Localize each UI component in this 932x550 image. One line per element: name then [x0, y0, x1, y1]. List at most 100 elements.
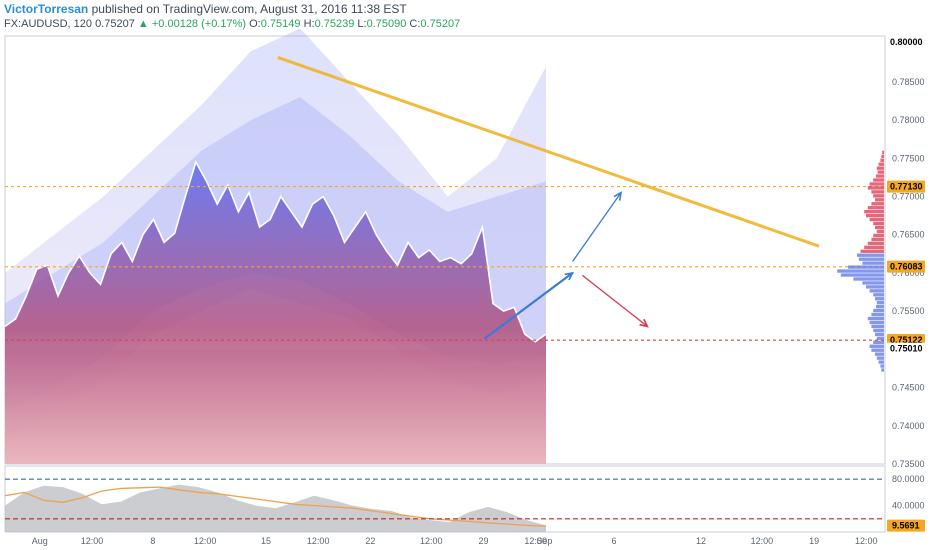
- profile-bar: [867, 206, 884, 210]
- trendline: [277, 55, 820, 248]
- time-tick: 12:00: [751, 536, 774, 546]
- osc-tick: 80.0000: [892, 474, 925, 484]
- symbol-line: FX:AUDUSD, 120 0.75207 ▲ +0.00128 (+0.17…: [4, 18, 460, 30]
- price-tick: 0.78500: [892, 77, 925, 87]
- time-tick: 12:00: [81, 536, 104, 546]
- profile-bar: [873, 340, 884, 344]
- profile-bar: [853, 277, 884, 281]
- time-tick: Sep: [536, 536, 552, 546]
- time-tick: 19: [809, 536, 819, 546]
- low-value: 0.75090: [366, 18, 407, 30]
- profile-bar: [875, 198, 884, 202]
- price-badge-label: 0.75122: [890, 335, 923, 345]
- close-value: 0.75207: [420, 18, 461, 30]
- price-line: [4, 160, 547, 343]
- price-badge: [887, 180, 925, 193]
- profile-bar: [873, 233, 884, 238]
- profile-bar: [875, 332, 884, 337]
- profile-bar: [862, 261, 884, 265]
- profile-bar: [864, 210, 884, 214]
- price-tick: 0.76000: [892, 268, 925, 278]
- publish-line: VictorTorresan published on TradingView.…: [4, 2, 407, 16]
- projection-arrow-up: [572, 192, 622, 262]
- profile-bar: [878, 162, 884, 166]
- price-tick: 0.76500: [892, 230, 925, 240]
- arrow-head: [639, 318, 649, 328]
- projection-arrow-down: [581, 274, 648, 327]
- last-price: 0.75207: [95, 18, 135, 30]
- high-label: H:: [303, 18, 315, 30]
- profile-bar: [871, 190, 884, 194]
- profile-bar: [876, 166, 884, 170]
- price-fill: [5, 162, 546, 464]
- profile-bar: [869, 217, 884, 222]
- close-label: C:: [409, 18, 421, 30]
- horizontal-levels: [5, 185, 885, 341]
- profile-bar: [867, 186, 884, 190]
- profile-bar: [880, 364, 884, 368]
- price-badge: [887, 36, 925, 48]
- open-value: 0.75149: [260, 18, 301, 30]
- price-tick: 0.77000: [892, 192, 925, 202]
- time-tick: 22: [365, 536, 375, 546]
- low-label: L:: [357, 18, 367, 30]
- profile-bar: [873, 328, 884, 333]
- profile-bar: [837, 269, 884, 273]
- profile-bar: [866, 213, 884, 218]
- profile-bar: [869, 320, 884, 325]
- profile-bar: [867, 241, 884, 246]
- profile-bar: [862, 281, 884, 285]
- profile-bar: [873, 194, 884, 198]
- annotations: [277, 55, 820, 340]
- arrow-head: [613, 191, 623, 201]
- time-tick: Aug: [32, 536, 48, 546]
- arrow-head: [564, 271, 575, 281]
- osc-signal-line: [4, 486, 547, 527]
- profile-bar: [882, 150, 884, 155]
- profile-bar: [873, 178, 884, 182]
- time-tick: 12:00: [194, 536, 217, 546]
- profile-bar: [869, 182, 884, 186]
- profile-bar: [873, 221, 884, 226]
- profile-bar: [867, 316, 884, 321]
- profile-bar: [871, 324, 884, 329]
- author-link[interactable]: VictorTorresan: [4, 2, 89, 16]
- profile-bar: [864, 245, 884, 249]
- profile-bar: [858, 257, 884, 261]
- price-change: ▲ +0.00128 (+0.17%): [137, 18, 247, 30]
- osc-tick: 40.0000: [892, 501, 925, 511]
- price-badge: [887, 342, 925, 355]
- price-tick: 0.77500: [892, 153, 925, 163]
- time-tick: 8: [150, 536, 155, 546]
- profile-bar: [875, 225, 884, 230]
- profile-bar: [848, 265, 884, 269]
- profile-bar: [840, 273, 884, 277]
- profile-bar: [871, 202, 884, 206]
- profile-bar: [873, 293, 884, 297]
- profile-bar: [875, 352, 884, 356]
- time-tick: 12:00: [307, 536, 330, 546]
- time-tick: 12: [696, 536, 706, 546]
- profile-bar: [871, 237, 884, 242]
- price-tick: 0.74500: [892, 383, 925, 393]
- price-axis[interactable]: 0.790000.785000.780000.775000.770000.765…: [887, 36, 925, 469]
- chart-header: VictorTorresan published on TradingView.…: [0, 0, 932, 34]
- open-label: O:: [249, 18, 261, 30]
- publish-info: published on TradingView.com, August 31,…: [88, 2, 407, 16]
- price-badge-label: 0.80000: [890, 37, 923, 47]
- oscillator: 80.0000 40.0000 9.5691: [4, 474, 925, 532]
- symbol-label: FX:AUDUSD, 120: [4, 18, 93, 30]
- price-tick: 0.78000: [892, 115, 925, 125]
- time-tick: 6: [611, 536, 616, 546]
- profile-bar: [873, 308, 884, 313]
- profile-bar: [881, 154, 884, 158]
- profile-bar: [869, 344, 884, 348]
- high-value: 0.75239: [314, 18, 355, 30]
- time-tick: 15: [261, 536, 271, 546]
- price-area: [4, 160, 547, 464]
- profile-bar: [875, 305, 884, 309]
- price-tick: 0.74000: [892, 421, 925, 431]
- price-tick: 0.75500: [892, 306, 925, 316]
